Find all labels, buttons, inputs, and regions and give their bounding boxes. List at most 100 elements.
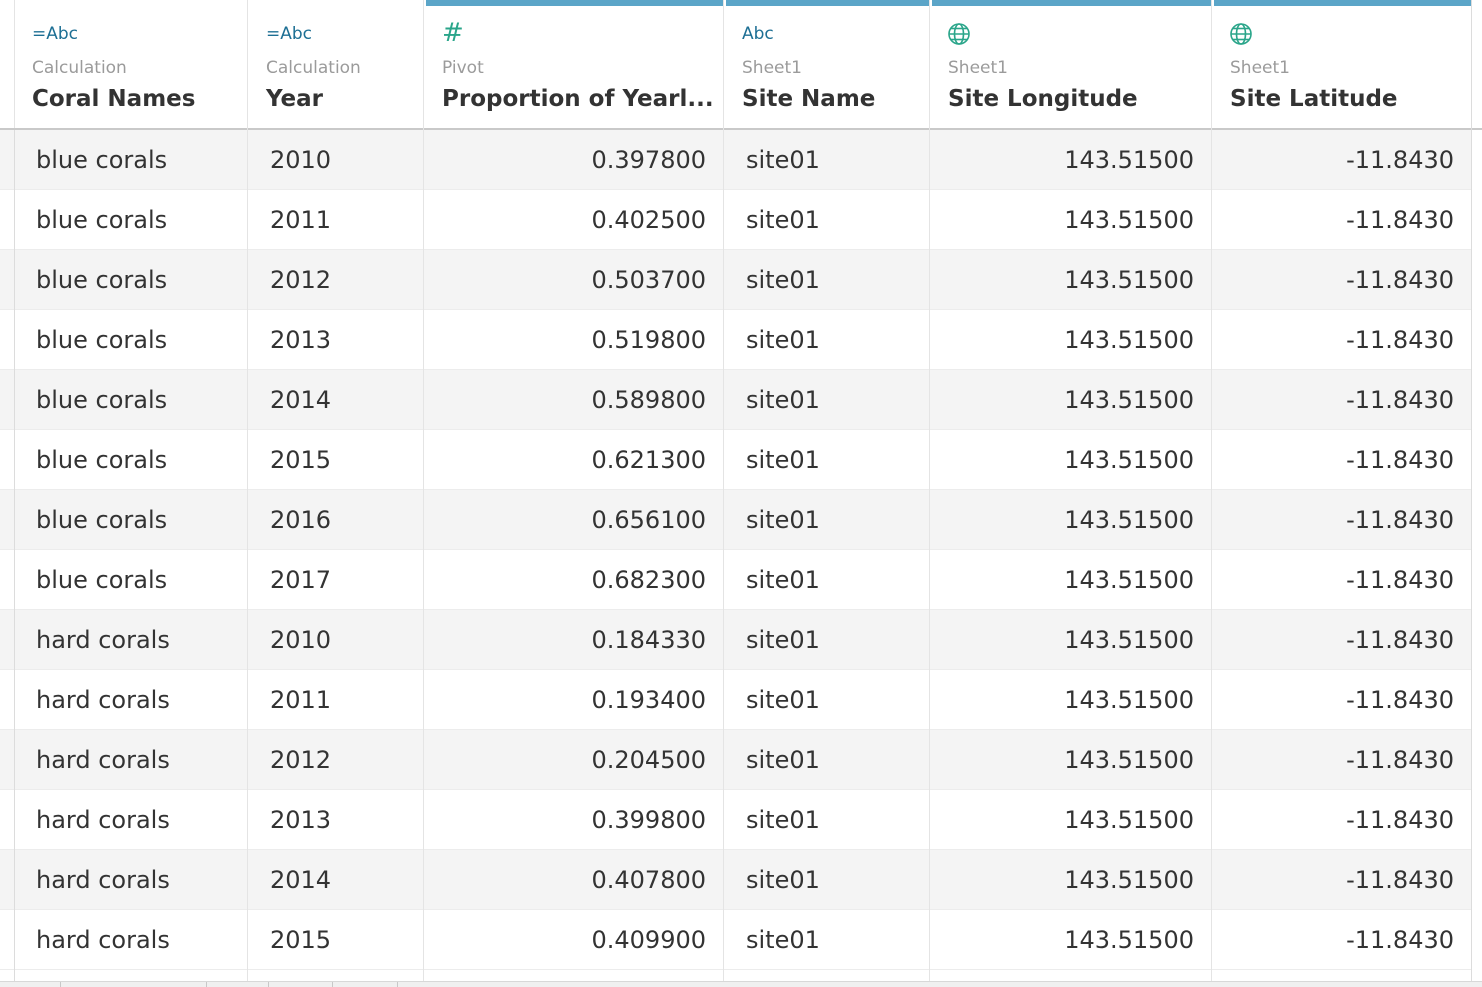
cell-coral-name[interactable]: blue corals (36, 446, 168, 474)
cell-longitude[interactable]: 143.51500 (1064, 926, 1194, 954)
cell-year[interactable]: 2014 (270, 386, 332, 414)
cell-proportion[interactable]: 0.656100 (591, 506, 706, 534)
cell-latitude[interactable]: -11.8430 (1346, 866, 1454, 894)
column-header-site-longitude[interactable]: Sheet1 Site Longitude (932, 0, 1211, 128)
cell-site-name[interactable]: site01 (746, 506, 820, 534)
cell-proportion[interactable]: 0.204500 (591, 746, 706, 774)
cell-coral-name[interactable]: blue corals (36, 146, 168, 174)
cell-proportion[interactable]: 0.589800 (591, 386, 706, 414)
cell-year[interactable]: 2016 (270, 506, 332, 534)
column-header-proportion[interactable]: # Pivot Proportion of Yearl... (426, 0, 723, 128)
cell-proportion[interactable]: 0.193400 (591, 686, 706, 714)
column-divider[interactable] (247, 0, 248, 986)
cell-latitude[interactable]: -11.8430 (1346, 386, 1454, 414)
table-row[interactable]: hard corals 2012 0.204500 site01 143.51500 -1… (0, 730, 1472, 790)
cell-year[interactable]: 2010 (270, 146, 332, 174)
cell-year[interactable]: 2011 (270, 206, 332, 234)
cell-longitude[interactable]: 143.51500 (1064, 746, 1194, 774)
cell-latitude[interactable]: -11.8430 (1346, 266, 1454, 294)
column-divider[interactable] (14, 0, 15, 128)
cell-year[interactable]: 2012 (270, 746, 332, 774)
cell-site-name[interactable]: site01 (746, 626, 820, 654)
cell-site-name[interactable]: site01 (746, 566, 820, 594)
table-row[interactable]: hard corals 2014 0.407800 site01 143.51500 -1… (0, 850, 1472, 910)
column-header-site-name[interactable]: Abc Sheet1 Site Name (726, 0, 929, 128)
horizontal-scrollbar[interactable] (0, 981, 1482, 987)
column-divider[interactable] (929, 0, 930, 986)
cell-proportion[interactable]: 0.407800 (591, 866, 706, 894)
cell-coral-name[interactable]: hard corals (36, 626, 170, 654)
cell-site-name[interactable]: site01 (746, 806, 820, 834)
cell-site-name[interactable]: site01 (746, 386, 820, 414)
column-divider[interactable] (1211, 0, 1212, 986)
table-row[interactable]: hard corals 2010 0.184330 site01 143.51500 -1… (0, 610, 1472, 670)
cell-latitude[interactable]: -11.8430 (1346, 626, 1454, 654)
column-header-site-latitude[interactable]: Sheet1 Site Latitude (1214, 0, 1471, 128)
cell-longitude[interactable]: 143.51500 (1064, 686, 1194, 714)
cell-proportion[interactable]: 0.402500 (591, 206, 706, 234)
cell-latitude[interactable]: -11.8430 (1346, 446, 1454, 474)
cell-coral-name[interactable]: hard corals (36, 926, 170, 954)
table-row[interactable]: blue corals 2016 0.656100 site01 143.51500 -1… (0, 490, 1472, 550)
cell-site-name[interactable]: site01 (746, 326, 820, 354)
cell-year[interactable]: 2017 (270, 566, 332, 594)
cell-coral-name[interactable]: hard corals (36, 806, 170, 834)
cell-coral-name[interactable]: blue corals (36, 326, 168, 354)
cell-longitude[interactable]: 143.51500 (1064, 326, 1194, 354)
cell-longitude[interactable]: 143.51500 (1064, 866, 1194, 894)
cell-coral-name[interactable]: hard corals (36, 686, 170, 714)
cell-latitude[interactable]: -11.8430 (1346, 206, 1454, 234)
column-divider[interactable] (423, 0, 424, 986)
cell-year[interactable]: 2015 (270, 926, 332, 954)
column-header-coral-names[interactable]: =Abc Calculation Coral Names (16, 0, 247, 128)
cell-longitude[interactable]: 143.51500 (1064, 146, 1194, 174)
cell-latitude[interactable]: -11.8430 (1346, 746, 1454, 774)
cell-year[interactable]: 2010 (270, 626, 332, 654)
cell-proportion[interactable]: 0.621300 (591, 446, 706, 474)
cell-latitude[interactable]: -11.8430 (1346, 326, 1454, 354)
table-row[interactable]: hard corals 2013 0.399800 site01 143.51500 -1… (0, 790, 1472, 850)
table-row[interactable]: blue corals 2015 0.621300 site01 143.51500 -1… (0, 430, 1472, 490)
cell-longitude[interactable]: 143.51500 (1064, 626, 1194, 654)
table-row[interactable]: hard corals 2015 0.409900 site01 143.51500 -1… (0, 910, 1472, 970)
cell-proportion[interactable]: 0.399800 (591, 806, 706, 834)
cell-proportion[interactable]: 0.503700 (591, 266, 706, 294)
cell-longitude[interactable]: 143.51500 (1064, 506, 1194, 534)
cell-coral-name[interactable]: blue corals (36, 566, 168, 594)
cell-coral-name[interactable]: blue corals (36, 266, 168, 294)
cell-site-name[interactable]: site01 (746, 866, 820, 894)
cell-site-name[interactable]: site01 (746, 266, 820, 294)
table-row[interactable]: hard corals 2011 0.193400 site01 143.51500 -1… (0, 670, 1472, 730)
cell-proportion[interactable]: 0.397800 (591, 146, 706, 174)
cell-longitude[interactable]: 143.51500 (1064, 446, 1194, 474)
column-header-year[interactable]: =Abc Calculation Year (250, 0, 423, 128)
cell-coral-name[interactable]: hard corals (36, 746, 170, 774)
cell-year[interactable]: 2013 (270, 326, 332, 354)
cell-year[interactable]: 2015 (270, 446, 332, 474)
cell-longitude[interactable]: 143.51500 (1064, 206, 1194, 234)
cell-proportion[interactable]: 0.409900 (591, 926, 706, 954)
cell-coral-name[interactable]: blue corals (36, 506, 168, 534)
cell-year[interactable]: 2014 (270, 866, 332, 894)
cell-year[interactable]: 2012 (270, 266, 332, 294)
cell-site-name[interactable]: site01 (746, 686, 820, 714)
column-divider[interactable] (723, 0, 724, 986)
cell-longitude[interactable]: 143.51500 (1064, 806, 1194, 834)
cell-site-name[interactable]: site01 (746, 926, 820, 954)
table-row[interactable]: blue corals 2017 0.682300 site01 143.51500 -1… (0, 550, 1472, 610)
cell-latitude[interactable]: -11.8430 (1346, 506, 1454, 534)
cell-site-name[interactable]: site01 (746, 746, 820, 774)
table-row[interactable]: blue corals 2012 0.503700 site01 143.51500 -1… (0, 250, 1472, 310)
cell-proportion[interactable]: 0.184330 (591, 626, 706, 654)
cell-latitude[interactable]: -11.8430 (1346, 686, 1454, 714)
cell-site-name[interactable]: site01 (746, 206, 820, 234)
table-row[interactable]: blue corals 2014 0.589800 site01 143.51500 -1… (0, 370, 1472, 430)
cell-latitude[interactable]: -11.8430 (1346, 146, 1454, 174)
cell-latitude[interactable]: -11.8430 (1346, 926, 1454, 954)
cell-coral-name[interactable]: hard corals (36, 866, 170, 894)
cell-coral-name[interactable]: blue corals (36, 206, 168, 234)
cell-proportion[interactable]: 0.682300 (591, 566, 706, 594)
cell-coral-name[interactable]: blue corals (36, 386, 168, 414)
table-row[interactable]: blue corals 2013 0.519800 site01 143.51500 -1… (0, 310, 1472, 370)
table-row[interactable]: blue corals 2011 0.402500 site01 143.51500 -1… (0, 190, 1472, 250)
